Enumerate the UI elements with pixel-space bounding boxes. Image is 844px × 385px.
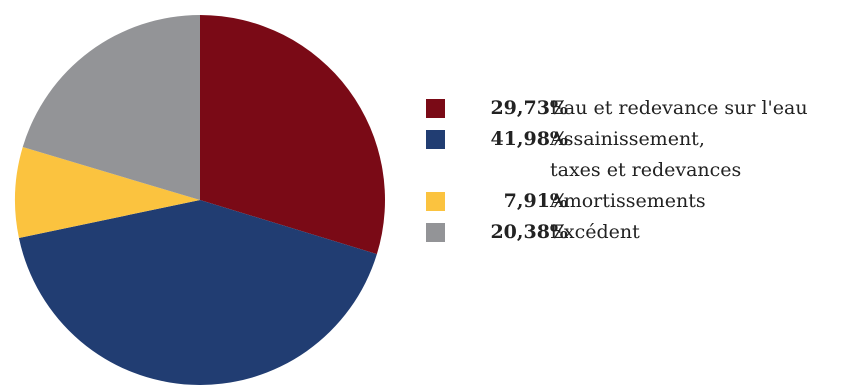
pie-slice-excedent	[22, 15, 200, 200]
legend-swatch-assainissement	[426, 130, 445, 149]
pie-slice-assainissement	[18, 200, 377, 385]
legend-label-assainissement: Assainissement, taxes et redevances	[550, 128, 742, 181]
legend-item-excedent: 20,38% Excédent	[426, 217, 836, 248]
legend-value-amortissements: 7,91%	[503, 190, 568, 212]
legend-swatch-amortissements	[426, 192, 445, 211]
chart-legend: 29,73% Eau et redevance sur l'eau 41,98%…	[426, 93, 836, 248]
legend-label-excedent: Excédent	[550, 221, 640, 243]
legend-item-amortissements: 7,91% Amortissements	[426, 186, 836, 217]
legend-item-assainissement: 41,98% Assainissement, taxes et redevanc…	[426, 124, 836, 186]
pie-slice-amortissements	[15, 147, 201, 238]
pie-slice-eau	[200, 15, 386, 255]
legend-swatch-eau	[426, 99, 445, 118]
legend-label-amortissements: Amortissements	[550, 190, 706, 212]
legend-label-eau: Eau et redevance sur l'eau	[550, 97, 808, 119]
legend-value-eau: 29,73%	[490, 97, 568, 119]
legend-swatch-excedent	[426, 223, 445, 242]
legend-item-eau: 29,73% Eau et redevance sur l'eau	[426, 93, 836, 124]
legend-value-assainissement: 41,98%	[490, 128, 568, 150]
legend-value-excedent: 20,38%	[490, 221, 568, 243]
